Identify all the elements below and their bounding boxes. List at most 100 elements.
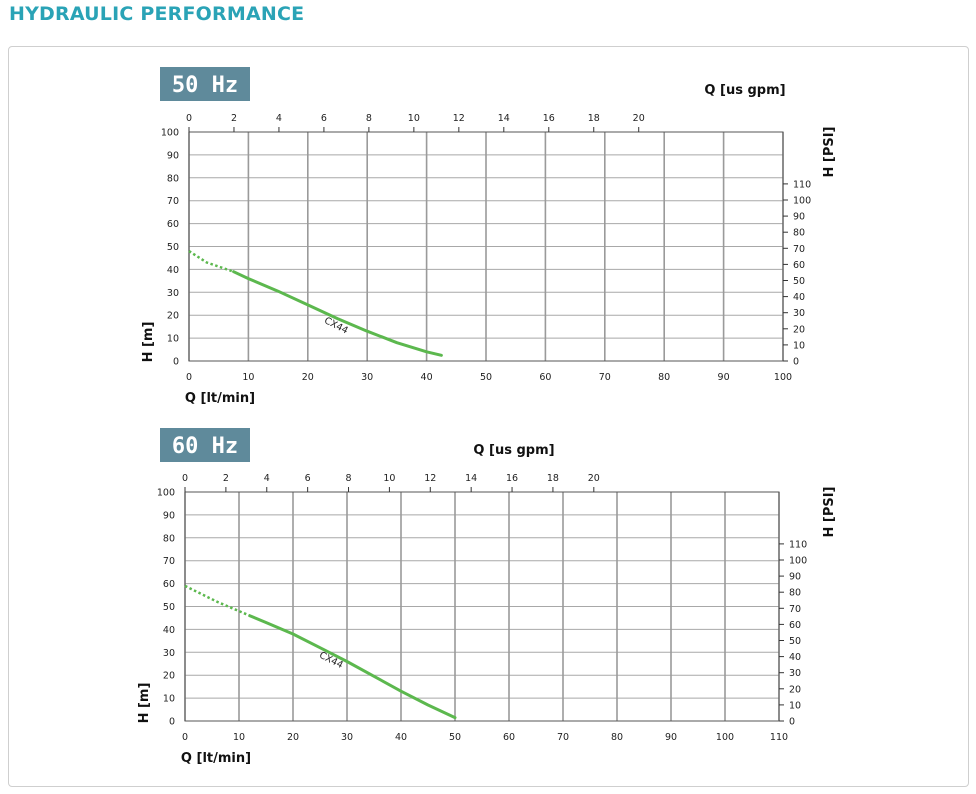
y2-tick-label: 40 <box>793 292 805 303</box>
y2-tick-label: 10 <box>789 700 801 711</box>
y2-tick-label: 60 <box>793 260 805 271</box>
y-tick-label: 20 <box>163 671 175 682</box>
y2-tick-label: 110 <box>789 539 807 550</box>
x2-tick-label: 8 <box>346 473 352 484</box>
x2-tick-label: 10 <box>408 113 420 124</box>
x-tick-label: 30 <box>341 732 353 743</box>
x2-tick-label: 16 <box>506 473 518 484</box>
x2-tick-label: 14 <box>498 113 510 124</box>
x-tick-label: 70 <box>599 372 611 383</box>
x-tick-label: 100 <box>716 732 734 743</box>
y2-tick-label: 80 <box>793 228 805 239</box>
x-tick-label: 90 <box>718 372 730 383</box>
y2-tick-label: 100 <box>793 195 811 206</box>
x2-tick-label: 2 <box>223 473 229 484</box>
y2-tick-label: 0 <box>793 357 799 368</box>
y-tick-label: 0 <box>173 357 179 368</box>
y2-tick-label: 110 <box>793 179 811 190</box>
x2-tick-label: 20 <box>588 473 600 484</box>
x-tick-label: 30 <box>361 372 373 383</box>
page-title: HYDRAULIC PERFORMANCE <box>9 3 305 25</box>
x2-tick-label: 6 <box>321 113 327 124</box>
y-axis-title: H [m] <box>137 683 152 724</box>
x-tick-label: 90 <box>665 732 677 743</box>
curve-dashed-segment <box>184 584 251 617</box>
x2-tick-label: 4 <box>264 473 270 484</box>
x-tick-label: 70 <box>557 732 569 743</box>
y2-tick-label: 40 <box>789 652 801 663</box>
y-tick-label: 50 <box>167 242 179 253</box>
x2-tick-label: 2 <box>231 113 237 124</box>
y-tick-label: 60 <box>167 219 179 230</box>
x-tick-label: 40 <box>395 732 407 743</box>
y-tick-label: 100 <box>161 128 179 139</box>
y-tick-label: 0 <box>169 717 175 728</box>
curve-line <box>232 270 443 357</box>
y-tick-label: 90 <box>167 150 179 161</box>
y2-tick-label: 100 <box>789 555 807 566</box>
x2-tick-label: 10 <box>383 473 395 484</box>
y-tick-label: 30 <box>163 648 175 659</box>
x-tick-label: 0 <box>186 372 192 383</box>
y-tick-label: 80 <box>163 533 175 544</box>
x2-tick-label: 16 <box>543 113 555 124</box>
y-tick-label: 90 <box>163 510 175 521</box>
y2-tick-label: 20 <box>793 324 805 335</box>
x2-tick-label: 8 <box>366 113 372 124</box>
y2-tick-label: 70 <box>789 604 801 615</box>
x-tick-label: 40 <box>421 372 433 383</box>
x-tick-label: 50 <box>449 732 461 743</box>
x-tick-label: 0 <box>182 732 188 743</box>
y-tick-label: 40 <box>167 265 179 276</box>
x-axis-title: Q [lt/min] <box>185 391 255 406</box>
y-tick-label: 10 <box>163 694 175 705</box>
x2-tick-label: 4 <box>276 113 282 124</box>
y-axis-title: H [m] <box>141 322 156 363</box>
x-tick-label: 60 <box>539 372 551 383</box>
y2-tick-label: 60 <box>789 620 801 631</box>
x2-axis-title: Q [us gpm] <box>473 443 554 458</box>
y-tick-label: 80 <box>167 173 179 184</box>
y-tick-label: 30 <box>167 288 179 299</box>
y-tick-label: 70 <box>167 196 179 207</box>
y2-axis-title: H [PSI] <box>822 486 837 537</box>
x-tick-label: 100 <box>774 372 792 383</box>
frequency-badge <box>160 67 250 101</box>
y2-tick-label: 80 <box>789 588 801 599</box>
y-tick-label: 60 <box>163 579 175 590</box>
y-tick-label: 50 <box>163 602 175 613</box>
plot-frame <box>184 491 780 722</box>
x2-tick-label: 18 <box>547 473 559 484</box>
y2-tick-label: 0 <box>789 717 795 728</box>
frequency-badge <box>160 428 250 462</box>
x-tick-label: 60 <box>503 732 515 743</box>
y-tick-label: 100 <box>157 488 175 499</box>
y-tick-label: 20 <box>167 311 179 322</box>
x2-tick-label: 0 <box>182 473 188 484</box>
x-tick-label: 10 <box>242 372 254 383</box>
x-tick-label: 20 <box>287 732 299 743</box>
y2-tick-label: 70 <box>793 244 805 255</box>
x2-tick-label: 18 <box>588 113 600 124</box>
x2-tick-label: 12 <box>453 113 465 124</box>
x-axis-title: Q [lt/min] <box>181 751 251 766</box>
x2-tick-label: 14 <box>465 473 477 484</box>
y2-tick-label: 90 <box>789 572 801 583</box>
x-tick-label: 10 <box>233 732 245 743</box>
x2-tick-label: 12 <box>424 473 436 484</box>
frequency-badge-label: 50 Hz <box>172 73 238 98</box>
y-tick-label: 10 <box>167 334 179 345</box>
x2-axis-title: Q [us gpm] <box>704 83 785 98</box>
y2-tick-label: 20 <box>789 684 801 695</box>
y2-axis-title: H [PSI] <box>822 126 837 177</box>
x-tick-label: 50 <box>480 372 492 383</box>
x-tick-label: 20 <box>302 372 314 383</box>
y-tick-label: 40 <box>163 625 175 636</box>
y2-tick-label: 50 <box>789 636 801 647</box>
y2-tick-label: 30 <box>793 308 805 319</box>
y2-tick-label: 10 <box>793 340 805 351</box>
frequency-badge-label: 60 Hz <box>172 434 238 459</box>
y2-tick-label: 30 <box>789 668 801 679</box>
